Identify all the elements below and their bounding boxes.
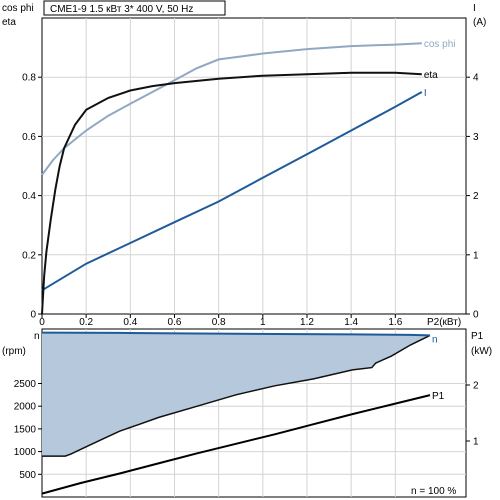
chart-title-box (43, 0, 226, 16)
bottom-left-axis-label-n: n (34, 331, 40, 342)
bottom-right-tick-label: 2 (473, 381, 479, 392)
top-x-tick-label: 1.4 (344, 317, 358, 328)
top-x-tick-label: 0.2 (79, 317, 93, 328)
speed-curve (41, 331, 431, 337)
top-x-tick-label: 1.6 (388, 317, 402, 328)
p1-curve (41, 394, 431, 495)
right-axis-label-i: I (473, 3, 476, 14)
top-right-tick-label: 2 (473, 191, 479, 202)
top-right-tick-label: 1 (473, 250, 479, 261)
top-left-tick-label: 0.6 (22, 132, 36, 143)
bottom-left-tick-label: 500 (19, 470, 36, 481)
top-left-tick-label: 0 (30, 310, 36, 321)
top-plot-frame (41, 17, 467, 315)
chart-title: CME1-9 1.5 кВт 3* 400 V, 50 Hz (50, 4, 193, 15)
bottom-left-tick-label: 2000 (14, 402, 37, 413)
top-x-tick-label: 1 (260, 317, 266, 328)
speed-percentage-caption: n = 100 % (411, 486, 456, 497)
top-x-tick-label: 0 (39, 317, 45, 328)
left-axis-label-cos-phi: cos phi (2, 3, 34, 14)
top-x-tick-label: 0.8 (212, 317, 226, 328)
top-x-tick-label: 1.2 (300, 317, 314, 328)
eta-label: eta (424, 70, 438, 81)
right-axis-label-a: (A) (473, 17, 486, 28)
current-curve (41, 91, 423, 292)
speed-label: n (432, 334, 438, 345)
min-speed-curve (42, 334, 431, 457)
p1-label: P1 (432, 391, 445, 402)
top-left-tick-label: 0.8 (22, 73, 36, 84)
bottom-right-tick-label: 1 (473, 437, 479, 448)
bottom-left-tick-label: 1500 (14, 424, 37, 435)
eta-curve (41, 71, 422, 315)
top-right-tick-label: 0 (473, 310, 479, 321)
top-x-tick-label: 0.4 (123, 317, 137, 328)
left-axis-label-eta: eta (2, 17, 16, 28)
top-left-tick-label: 0.4 (22, 191, 36, 202)
bottom-right-axis-label-kw: (kW) (471, 346, 492, 357)
cos-phi-label: cos phi (424, 39, 456, 50)
bottom-left-tick-label: 2500 (14, 379, 37, 390)
top-left-tick-label: 0.2 (22, 250, 36, 261)
current-label: I (424, 88, 427, 99)
bottom-right-axis-label-p1: P1 (471, 331, 484, 342)
top-right-tick-label: 4 (473, 73, 479, 84)
x-axis-label: P2(кВт) (427, 317, 461, 328)
top-x-tick-label: 0.6 (168, 317, 182, 328)
cos-phi-curve (41, 42, 422, 176)
top-right-tick-label: 3 (473, 132, 479, 143)
bottom-left-axis-label-rpm: (rpm) (2, 346, 26, 357)
bottom-left-tick-label: 1000 (14, 447, 37, 458)
